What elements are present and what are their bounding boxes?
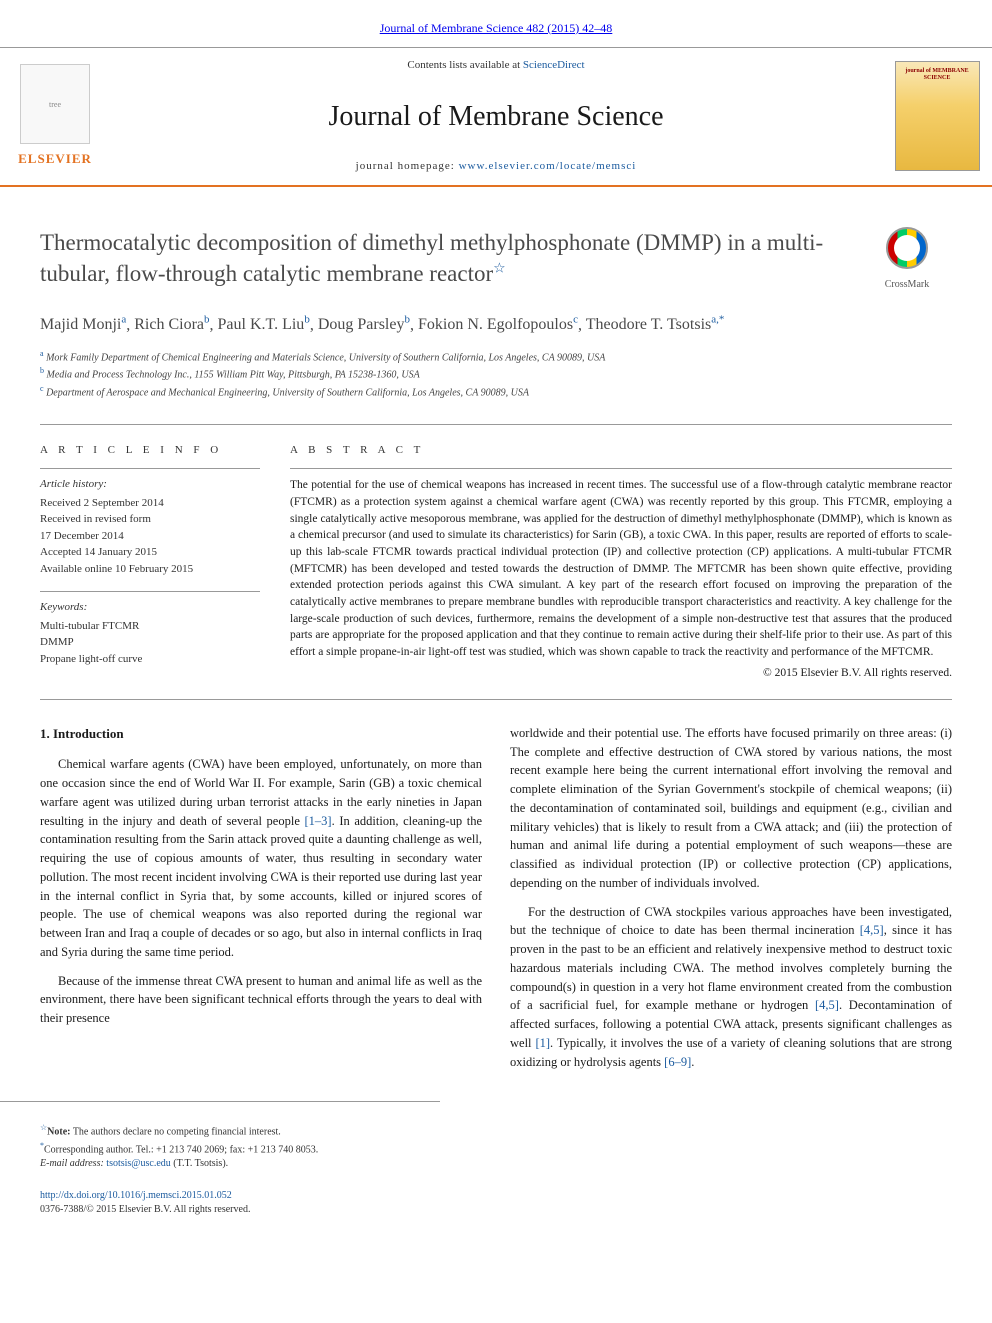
footer-wrap: ☆Note: The authors declare no competing … [0,1081,992,1237]
footnotes: ☆Note: The authors declare no competing … [0,1101,440,1179]
author-affil-sup[interactable]: b [204,314,210,326]
email-label: E-mail address: [40,1158,106,1169]
keywords-block: Keywords: Multi-tubular FTCMRDMMPPropane… [40,591,260,667]
history-line: Received 2 September 2014 [40,495,260,512]
email-suffix: (T.T. Tsotsis). [171,1158,228,1169]
abstract-heading: A B S T R A C T [290,443,952,458]
keyword: Multi-tubular FTCMR [40,618,260,635]
abstract-text: The potential for the use of chemical we… [290,477,952,660]
abstract-copyright: © 2015 Elsevier B.V. All rights reserved… [290,665,952,681]
author[interactable]: Doug Parsleyb [318,316,410,333]
title-block: Thermocatalytic decomposition of dimethy… [40,227,842,289]
header-center: Contents lists available at ScienceDirec… [110,48,882,185]
elsevier-tree-icon: tree [20,64,90,144]
crossmark-icon [886,227,928,269]
text-span: . Typically, it involves the use of a va… [510,1036,952,1069]
cover-image: journal of MEMBRANE SCIENCE [895,61,980,171]
body-paragraph: Chemical warfare agents (CWA) have been … [40,755,482,961]
affiliation: b Media and Process Technology Inc., 115… [40,365,952,382]
journal-reference[interactable]: Journal of Membrane Science 482 (2015) 4… [0,0,992,47]
body-column-left: 1. Introduction Chemical warfare agents … [40,724,482,1082]
divider [40,591,260,592]
author-affil-sup[interactable]: a,* [711,314,724,326]
citation-link[interactable]: [4,5] [815,998,839,1012]
homepage-link[interactable]: www.elsevier.com/locate/memsci [459,160,637,172]
keyword: DMMP [40,634,260,651]
title-row: Thermocatalytic decomposition of dimethy… [0,187,992,302]
keywords-list: Multi-tubular FTCMRDMMPPropane light-off… [40,618,260,668]
footnote-email: E-mail address: tsotsis@usc.edu (T.T. Ts… [40,1157,400,1171]
citation-link[interactable]: [1–3] [305,814,332,828]
history-line: Received in revised form [40,511,260,528]
issn-copyright: 0376-7388/© 2015 Elsevier B.V. All right… [40,1203,440,1217]
homepage-prefix: journal homepage: [356,160,459,172]
author-affil-sup[interactable]: a [121,314,126,326]
text-span: . In addition, cleaning-up the contamina… [40,814,482,959]
sciencedirect-link[interactable]: ScienceDirect [523,59,585,71]
author[interactable]: Fokion N. Egolfopoulosc [418,316,578,333]
author-affil-sup[interactable]: b [304,314,310,326]
footnote-competing-interest: ☆Note: The authors declare no competing … [40,1122,400,1139]
publisher-logo[interactable]: tree ELSEVIER [0,48,110,185]
contents-available: Contents lists available at ScienceDirec… [407,58,584,73]
article-title: Thermocatalytic decomposition of dimethy… [40,227,842,289]
contents-prefix: Contents lists available at [407,59,522,71]
title-footnote-star[interactable]: ☆ [493,261,506,276]
affil-sup: c [40,384,44,393]
affil-sup: a [40,349,44,358]
history-line: 17 December 2014 [40,528,260,545]
crossmark-label: CrossMark [862,278,952,292]
divider [40,468,260,469]
text-span: . [691,1055,694,1069]
crossmark-badge[interactable]: CrossMark [862,227,952,292]
article-info-block: A R T I C L E I N F O Article history: R… [40,425,260,681]
footer-left: ☆Note: The authors declare no competing … [0,1081,480,1237]
affiliation: a Mork Family Department of Chemical Eng… [40,348,952,365]
history-line: Accepted 14 January 2015 [40,544,260,561]
article-history: Received 2 September 2014Received in rev… [40,495,260,578]
history-label: Article history: [40,477,260,492]
body-column-right: worldwide and their potential use. The e… [510,724,952,1082]
note-bold: Note: [47,1127,70,1138]
journal-homepage: journal homepage: www.elsevier.com/locat… [356,159,637,174]
body-columns: 1. Introduction Chemical warfare agents … [0,700,992,1082]
abstract-block: A B S T R A C T The potential for the us… [290,425,952,681]
journal-header: tree ELSEVIER Contents lists available a… [0,47,992,187]
elsevier-label: ELSEVIER [18,150,92,168]
author[interactable]: Majid Monjia [40,316,126,333]
body-paragraph: worldwide and their potential use. The e… [510,724,952,893]
keyword: Propane light-off curve [40,651,260,668]
affiliation: c Department of Aerospace and Mechanical… [40,383,952,400]
body-paragraph: For the destruction of CWA stockpiles va… [510,903,952,1072]
journal-ref-link[interactable]: Journal of Membrane Science 482 (2015) 4… [380,21,613,35]
journal-cover[interactable]: journal of MEMBRANE SCIENCE [882,48,992,185]
corresponding-text: Corresponding author. Tel.: +1 213 740 2… [44,1144,318,1155]
doi-block: http://dx.doi.org/10.1016/j.memsci.2015.… [0,1179,480,1237]
author-affil-sup[interactable]: c [573,314,578,326]
article-info-heading: A R T I C L E I N F O [40,443,260,458]
authors-list: Majid Monjia, Rich Ciorab, Paul K.T. Liu… [0,302,992,344]
affiliations-list: a Mork Family Department of Chemical Eng… [0,344,992,410]
author[interactable]: Rich Ciorab [134,316,209,333]
author[interactable]: Theodore T. Tsotsisa,* [586,316,725,333]
divider [290,468,952,469]
title-text: Thermocatalytic decomposition of dimethy… [40,230,823,286]
citation-link[interactable]: [4,5] [860,923,884,937]
affil-sup: b [40,366,44,375]
history-line: Available online 10 February 2015 [40,561,260,578]
citation-link[interactable]: [6–9] [664,1055,691,1069]
footnote-corresponding: *Corresponding author. Tel.: +1 213 740 … [40,1140,400,1157]
section-heading-intro: 1. Introduction [40,724,482,744]
journal-name: Journal of Membrane Science [328,97,663,136]
body-paragraph: Because of the immense threat CWA presen… [40,972,482,1028]
author-affil-sup[interactable]: b [404,314,410,326]
citation-link[interactable]: [1] [535,1036,550,1050]
doi-link[interactable]: http://dx.doi.org/10.1016/j.memsci.2015.… [40,1190,232,1201]
email-link[interactable]: tsotsis@usc.edu [106,1158,171,1169]
meta-abstract-row: A R T I C L E I N F O Article history: R… [0,425,992,681]
author[interactable]: Paul K.T. Liub [218,316,310,333]
note-text: The authors declare no competing financi… [73,1127,281,1138]
keywords-label: Keywords: [40,600,260,615]
cover-title: journal of MEMBRANE SCIENCE [900,68,975,81]
